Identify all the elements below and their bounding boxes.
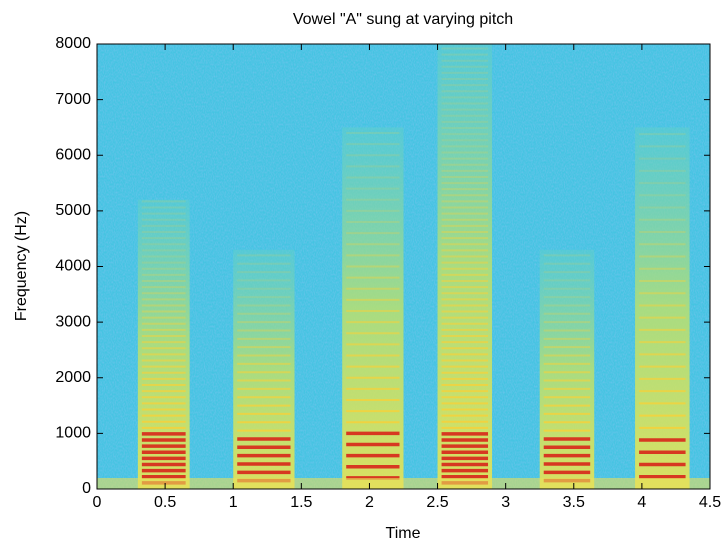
voiced-segment — [342, 127, 404, 489]
low-band — [97, 478, 710, 489]
x-tick-label: 3 — [501, 494, 510, 511]
x-tick-label: 3.5 — [563, 494, 585, 511]
y-tick-label: 5000 — [55, 202, 91, 219]
voiced-segment — [635, 127, 690, 489]
y-tick-label: 8000 — [55, 35, 91, 52]
y-tick-label: 7000 — [55, 91, 91, 108]
x-tick-label: 2.5 — [426, 494, 448, 511]
x-tick-label: 1 — [229, 494, 238, 511]
x-tick-label: 4.5 — [699, 494, 721, 511]
x-tick-label: 1.5 — [290, 494, 312, 511]
y-tick-label: 3000 — [55, 313, 91, 330]
x-tick-label: 4 — [637, 494, 646, 511]
x-tick-label: 2 — [365, 494, 374, 511]
voiced-segment — [233, 249, 295, 489]
chart-title: Vowel "A" sung at varying pitch — [293, 11, 513, 28]
y-tick-label: 0 — [82, 480, 91, 497]
voiced-segment — [539, 249, 595, 489]
y-tick-label: 6000 — [55, 146, 91, 163]
y-axis-label: Frequency (Hz) — [13, 211, 30, 321]
y-tick-label: 1000 — [55, 425, 91, 442]
y-tick-label: 2000 — [55, 369, 91, 386]
x-axis-label: Time — [386, 525, 421, 542]
y-tick-label: 4000 — [55, 258, 91, 275]
x-tick-label: 0.5 — [154, 494, 176, 511]
x-tick-label: 0 — [93, 494, 102, 511]
